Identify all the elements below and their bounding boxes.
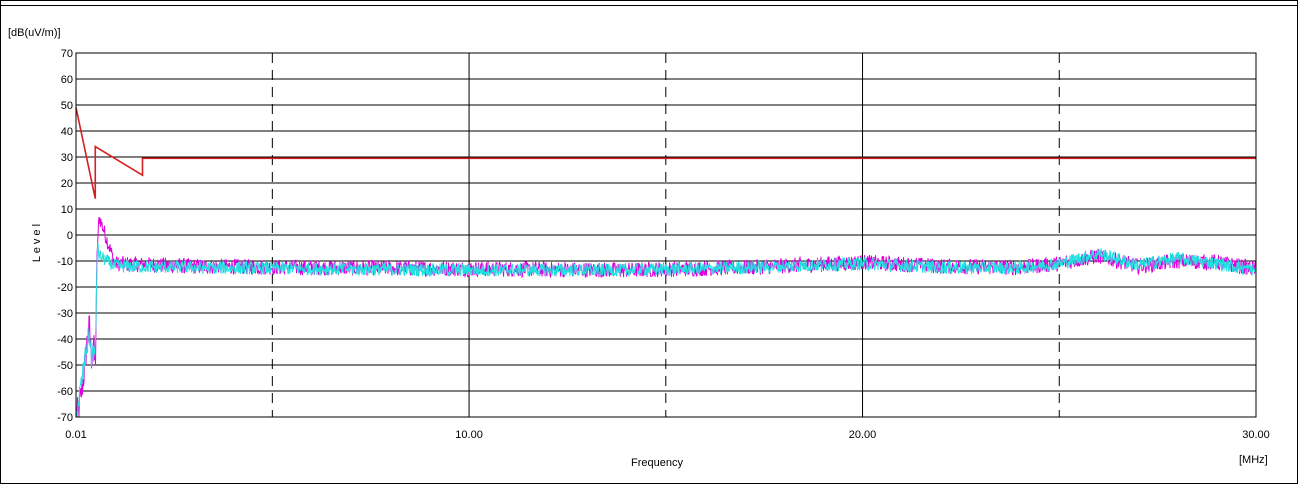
y-tick-label: 30 xyxy=(61,152,73,164)
y-tick-labels: 70 60 50 40 30 20 10 0 -10 -20 -30 -40 -50 -60 -70 xyxy=(57,48,73,424)
y-tick-label: 70 xyxy=(61,48,73,60)
y-tick-label: 20 xyxy=(61,178,73,190)
y-tick-label: -30 xyxy=(57,308,73,320)
y-tick-label: 10 xyxy=(61,204,73,216)
x-unit-label: [MHz] xyxy=(1239,454,1268,466)
y-tick-label: 60 xyxy=(61,74,73,86)
x-tick-label: 20.00 xyxy=(849,429,877,441)
y-tick-label: -70 xyxy=(57,412,73,424)
limit-line xyxy=(75,107,1256,199)
y-unit-label: [dB(uV/m)] xyxy=(8,27,61,39)
y-tick-label: 50 xyxy=(61,100,73,112)
y-tick-label: -40 xyxy=(57,334,73,346)
y-axis-label: L e v e l xyxy=(31,224,43,262)
y-tick-label: -60 xyxy=(57,386,73,398)
top-border xyxy=(0,5,1298,6)
y-tick-label: -10 xyxy=(57,256,73,268)
y-tick-label: 0 xyxy=(67,230,73,242)
x-tick-labels: 0.01 10.00 20.00 30.00 xyxy=(65,429,1269,441)
x-tick-label: 30.00 xyxy=(1242,429,1270,441)
x-axis-label: Frequency xyxy=(631,457,683,469)
grid xyxy=(76,52,1256,418)
y-tick-label: -50 xyxy=(57,360,73,372)
trace2-line xyxy=(75,243,1257,418)
y-tick-label: -20 xyxy=(57,282,73,294)
x-tick-label: 0.01 xyxy=(65,429,86,441)
y-tick-label: 40 xyxy=(61,126,73,138)
plot-border xyxy=(75,52,1257,418)
x-tick-label: 10.00 xyxy=(455,429,483,441)
traces xyxy=(75,107,1257,418)
